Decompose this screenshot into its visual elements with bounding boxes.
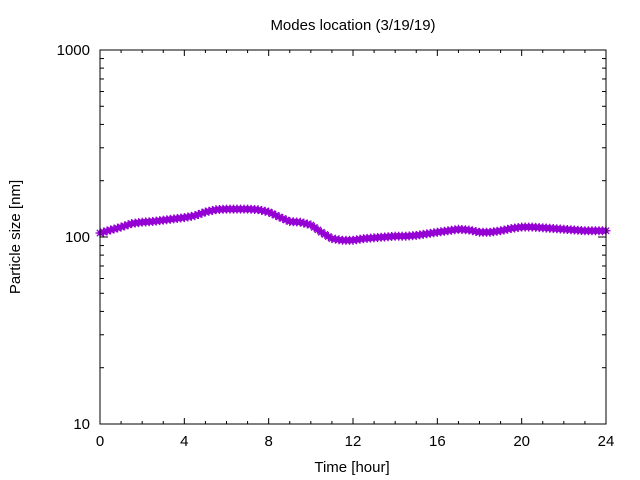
x-tick-label: 8 xyxy=(264,433,272,450)
y-tick-label: 100 xyxy=(65,229,90,246)
x-tick-label: 4 xyxy=(180,433,188,450)
chart-title: Modes location (3/19/19) xyxy=(270,17,435,34)
y-tick-label: 1000 xyxy=(57,42,90,59)
x-axis: 0 4 8 12 16 20 24 xyxy=(96,50,615,450)
y-axis: 10 100 1000 xyxy=(57,42,606,433)
x-tick-label: 0 xyxy=(96,433,104,450)
x-tick-label: 20 xyxy=(513,433,530,450)
x-axis-title: Time [hour] xyxy=(314,459,389,476)
data-point-star xyxy=(197,208,207,218)
x-tick-label: 24 xyxy=(598,433,615,450)
data-point-star xyxy=(471,227,481,237)
y-axis-title: Particle size [nm] xyxy=(7,180,24,294)
x-tick-label: 16 xyxy=(429,433,446,450)
y-tick-label: 10 xyxy=(73,416,90,433)
series-marks xyxy=(95,204,611,245)
x-tick-label: 12 xyxy=(345,433,362,450)
